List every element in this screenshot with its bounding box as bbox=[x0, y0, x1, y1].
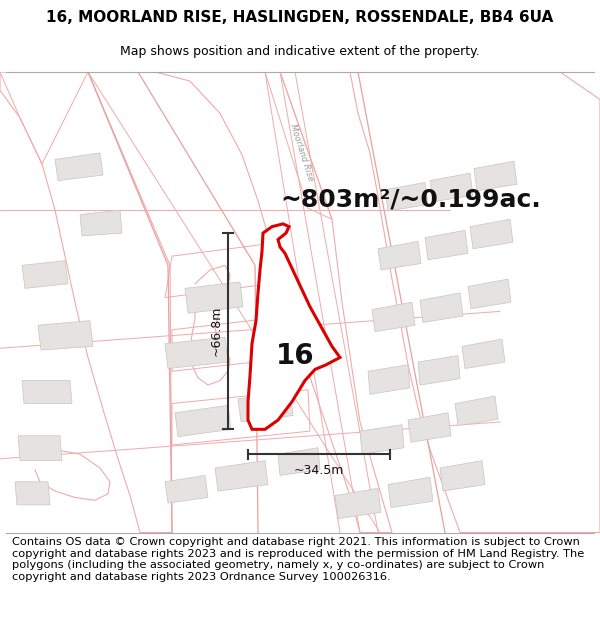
Polygon shape bbox=[372, 302, 415, 332]
Polygon shape bbox=[360, 425, 404, 454]
Polygon shape bbox=[455, 396, 498, 426]
Polygon shape bbox=[38, 321, 93, 350]
Polygon shape bbox=[420, 293, 463, 322]
Polygon shape bbox=[470, 219, 513, 249]
Text: ~803m²/~0.199ac.: ~803m²/~0.199ac. bbox=[280, 187, 541, 211]
Polygon shape bbox=[425, 231, 468, 260]
Polygon shape bbox=[408, 412, 451, 442]
Text: 16: 16 bbox=[275, 342, 314, 369]
Polygon shape bbox=[440, 461, 485, 491]
Polygon shape bbox=[185, 282, 243, 313]
Text: Map shows position and indicative extent of the property.: Map shows position and indicative extent… bbox=[120, 45, 480, 58]
Polygon shape bbox=[165, 338, 228, 369]
Polygon shape bbox=[215, 461, 268, 491]
Text: ~34.5m: ~34.5m bbox=[294, 464, 344, 478]
Polygon shape bbox=[238, 391, 293, 422]
Text: ~66.8m: ~66.8m bbox=[209, 306, 223, 356]
Polygon shape bbox=[418, 356, 460, 385]
Polygon shape bbox=[388, 478, 433, 508]
Polygon shape bbox=[278, 448, 320, 476]
Polygon shape bbox=[22, 261, 68, 288]
Polygon shape bbox=[18, 436, 62, 461]
Text: 16, MOORLAND RISE, HASLINGDEN, ROSSENDALE, BB4 6UA: 16, MOORLAND RISE, HASLINGDEN, ROSSENDAL… bbox=[46, 11, 554, 26]
Polygon shape bbox=[474, 161, 517, 191]
Polygon shape bbox=[368, 365, 410, 394]
Polygon shape bbox=[22, 381, 72, 404]
Polygon shape bbox=[378, 241, 421, 270]
Polygon shape bbox=[165, 476, 208, 503]
Polygon shape bbox=[80, 210, 122, 236]
Polygon shape bbox=[15, 482, 50, 505]
Polygon shape bbox=[462, 339, 505, 369]
Polygon shape bbox=[55, 153, 103, 181]
Polygon shape bbox=[468, 279, 511, 309]
Polygon shape bbox=[248, 224, 340, 429]
Polygon shape bbox=[430, 173, 473, 202]
Text: Moorland Rise: Moorland Rise bbox=[289, 123, 316, 182]
Text: Contains OS data © Crown copyright and database right 2021. This information is : Contains OS data © Crown copyright and d… bbox=[12, 537, 584, 582]
Polygon shape bbox=[385, 182, 428, 211]
Polygon shape bbox=[175, 406, 231, 437]
Polygon shape bbox=[335, 488, 381, 519]
